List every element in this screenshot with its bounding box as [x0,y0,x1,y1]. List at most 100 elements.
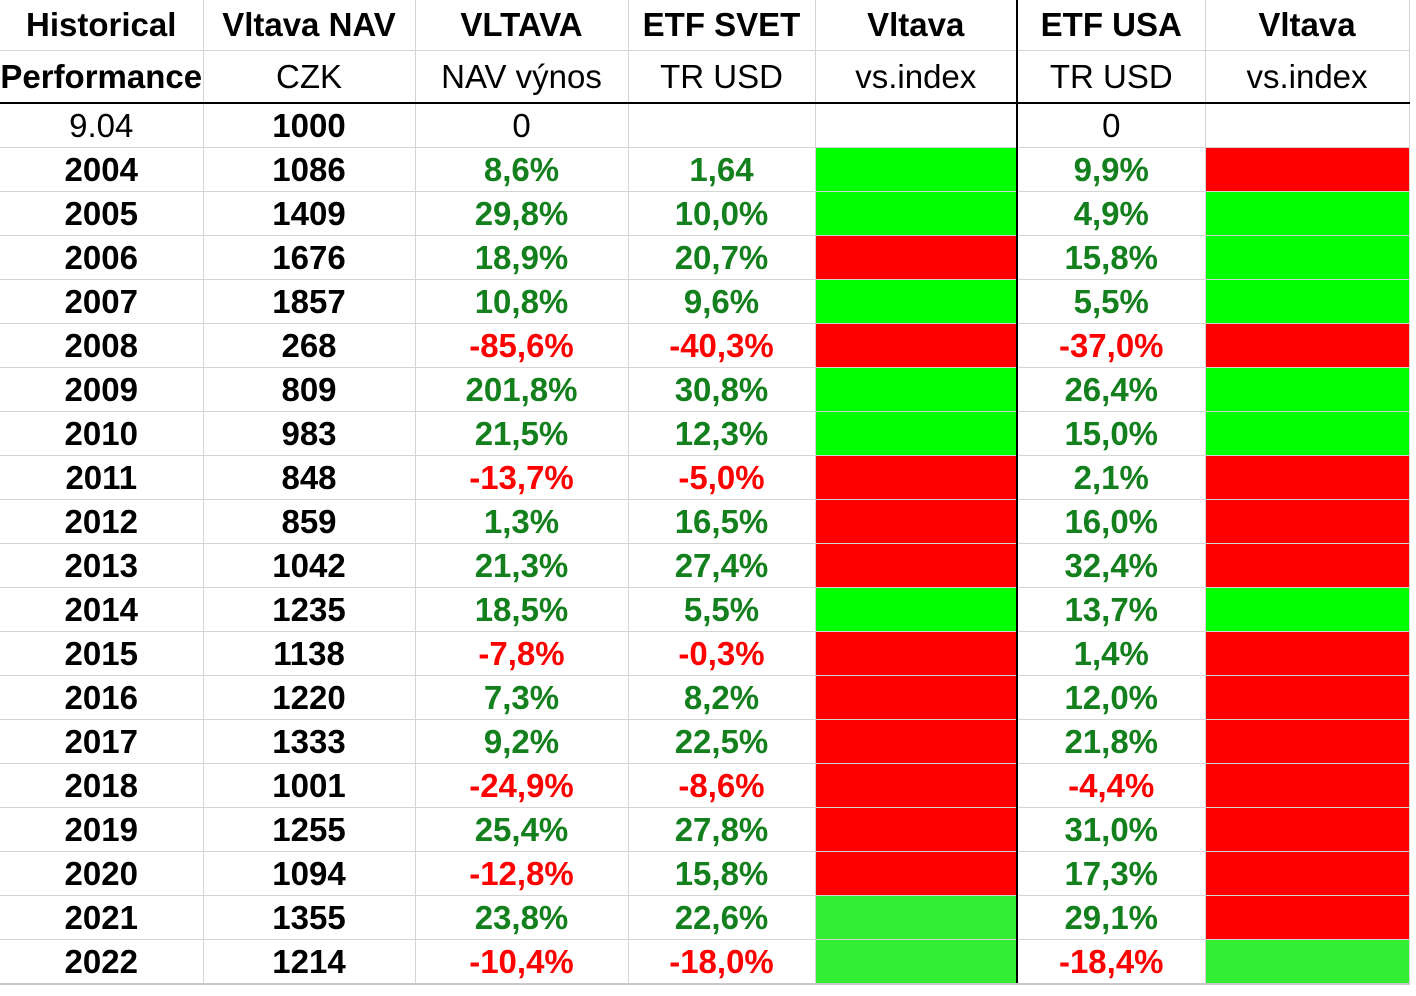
nav-cell[interactable]: 1857 [203,279,416,324]
vltava-cell[interactable]: -7,8% [415,631,629,676]
year-cell[interactable]: 2014 [0,587,204,632]
vltava-cell[interactable]: -13,7% [415,455,629,500]
nav-cell[interactable]: 1255 [203,807,416,852]
vs-index-usa-cell[interactable] [1205,631,1410,676]
year-cell[interactable]: 2021 [0,895,204,940]
vs-index-usa-cell[interactable] [1205,543,1410,588]
year-cell[interactable]: 2015 [0,631,204,676]
vltava-cell[interactable]: 201,8% [415,367,629,412]
header-cell[interactable]: NAV výnos [415,50,629,104]
etf-svet-cell[interactable]: 9,6% [628,279,816,324]
nav-cell[interactable]: 1000 [203,103,416,148]
vs-index-usa-cell[interactable] [1205,719,1410,764]
vs-index-usa-cell[interactable] [1205,323,1410,368]
header-cell[interactable]: ETF SVET [628,0,816,51]
nav-cell[interactable]: 848 [203,455,416,500]
year-cell[interactable]: 2012 [0,499,204,544]
year-cell[interactable]: 2008 [0,323,204,368]
vs-index-svet-cell[interactable] [815,191,1018,236]
nav-cell[interactable]: 1001 [203,763,416,808]
vs-index-svet-cell[interactable] [815,719,1018,764]
vs-index-usa-cell[interactable] [1205,763,1410,808]
nav-cell[interactable]: 268 [203,323,416,368]
etf-usa-cell[interactable]: -4,4% [1017,763,1206,808]
header-cell[interactable]: ETF USA [1017,0,1206,51]
year-cell[interactable]: 2013 [0,543,204,588]
vs-index-usa-cell[interactable] [1205,895,1410,940]
vltava-cell[interactable]: 18,9% [415,235,629,280]
etf-svet-cell[interactable]: 12,3% [628,411,816,456]
etf-usa-cell[interactable]: 26,4% [1017,367,1206,412]
vs-index-svet-cell[interactable] [815,543,1018,588]
vltava-cell[interactable]: 7,3% [415,675,629,720]
vs-index-svet-cell[interactable] [815,895,1018,940]
nav-cell[interactable]: 1333 [203,719,416,764]
year-cell[interactable]: 2010 [0,411,204,456]
vs-index-svet-cell[interactable] [815,631,1018,676]
vs-index-usa-cell[interactable] [1205,675,1410,720]
nav-cell[interactable]: 809 [203,367,416,412]
etf-svet-cell[interactable]: 20,7% [628,235,816,280]
vltava-cell[interactable]: 25,4% [415,807,629,852]
vs-index-svet-cell[interactable] [815,499,1018,544]
header-cell[interactable]: TR USD [628,50,816,104]
vltava-cell[interactable]: 10,8% [415,279,629,324]
etf-usa-cell[interactable]: 9,9% [1017,147,1206,192]
vs-index-svet-cell[interactable] [815,103,1018,148]
etf-usa-cell[interactable]: 31,0% [1017,807,1206,852]
nav-cell[interactable]: 1220 [203,675,416,720]
header-cell[interactable]: VLTAVA [415,0,629,51]
vs-index-svet-cell[interactable] [815,587,1018,632]
etf-svet-cell[interactable]: -0,3% [628,631,816,676]
etf-usa-cell[interactable]: 2,1% [1017,455,1206,500]
vs-index-usa-cell[interactable] [1205,147,1410,192]
nav-cell[interactable]: 1042 [203,543,416,588]
etf-usa-cell[interactable]: -37,0% [1017,323,1206,368]
vs-index-svet-cell[interactable] [815,851,1018,896]
header-cell[interactable]: Vltava [1205,0,1410,51]
etf-svet-cell[interactable]: 5,5% [628,587,816,632]
vs-index-svet-cell[interactable] [815,147,1018,192]
nav-cell[interactable]: 1235 [203,587,416,632]
vs-index-svet-cell[interactable] [815,763,1018,808]
nav-cell[interactable]: 1355 [203,895,416,940]
etf-usa-cell[interactable]: 16,0% [1017,499,1206,544]
etf-usa-cell[interactable]: 29,1% [1017,895,1206,940]
nav-cell[interactable]: 1094 [203,851,416,896]
vltava-cell[interactable]: 18,5% [415,587,629,632]
etf-usa-cell[interactable]: 21,8% [1017,719,1206,764]
vs-index-usa-cell[interactable] [1205,807,1410,852]
etf-usa-cell[interactable]: -18,4% [1017,939,1206,985]
vs-index-svet-cell[interactable] [815,411,1018,456]
header-cell[interactable]: vs.index [815,50,1018,104]
vltava-cell[interactable]: 29,8% [415,191,629,236]
vs-index-svet-cell[interactable] [815,279,1018,324]
etf-svet-cell[interactable]: 27,4% [628,543,816,588]
etf-svet-cell[interactable]: -5,0% [628,455,816,500]
etf-svet-cell[interactable]: -8,6% [628,763,816,808]
nav-cell[interactable]: 983 [203,411,416,456]
nav-cell[interactable]: 859 [203,499,416,544]
header-cell[interactable]: Historical [0,0,204,51]
etf-svet-cell[interactable]: 27,8% [628,807,816,852]
vs-index-svet-cell[interactable] [815,807,1018,852]
year-cell[interactable]: 2017 [0,719,204,764]
etf-svet-cell[interactable]: 8,2% [628,675,816,720]
nav-cell[interactable]: 1138 [203,631,416,676]
etf-svet-cell[interactable]: 30,8% [628,367,816,412]
etf-usa-cell[interactable]: 15,8% [1017,235,1206,280]
vltava-cell[interactable]: 9,2% [415,719,629,764]
vs-index-usa-cell[interactable] [1205,103,1410,148]
vltava-cell[interactable]: -12,8% [415,851,629,896]
etf-svet-cell[interactable]: 16,5% [628,499,816,544]
etf-usa-cell[interactable]: 17,3% [1017,851,1206,896]
vs-index-usa-cell[interactable] [1205,455,1410,500]
etf-usa-cell[interactable]: 13,7% [1017,587,1206,632]
etf-svet-cell[interactable]: 22,6% [628,895,816,940]
vs-index-usa-cell[interactable] [1205,939,1410,985]
vs-index-usa-cell[interactable] [1205,851,1410,896]
year-cell[interactable]: 2016 [0,675,204,720]
vs-index-svet-cell[interactable] [815,367,1018,412]
header-cell[interactable]: CZK [203,50,416,104]
year-cell[interactable]: 2011 [0,455,204,500]
